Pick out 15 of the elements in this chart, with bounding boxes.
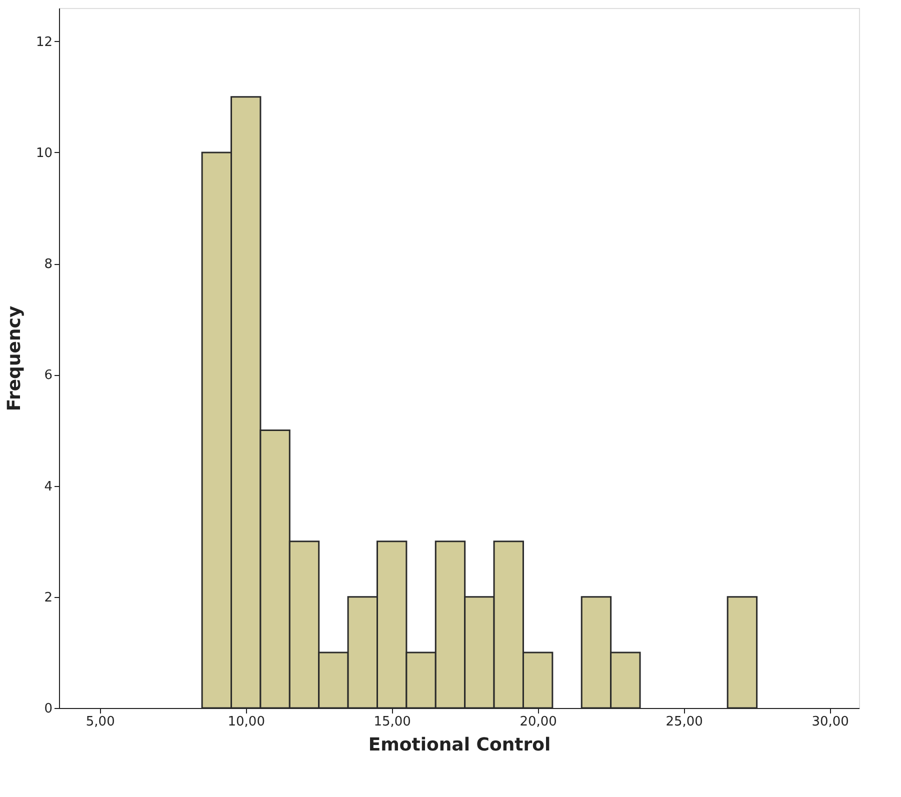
x-tick-label: 30,00 [812, 714, 849, 730]
y-tick-label: 12 [36, 34, 52, 50]
y-tick-label: 8 [44, 257, 52, 272]
y-tick-label: 0 [44, 702, 52, 716]
y-tick-label: 10 [36, 146, 52, 161]
x-tick-label: 25,00 [666, 714, 703, 730]
x-tick-label: 10,00 [228, 714, 265, 730]
y-axis-title: Frequency [4, 306, 25, 412]
x-axis-title: Emotional Control [368, 734, 551, 756]
x-tick-label: 15,00 [374, 714, 411, 730]
y-tick-label: 4 [44, 479, 52, 494]
y-tick-label: 6 [44, 368, 52, 384]
x-tick-label: 20,00 [520, 714, 557, 730]
y-tick-label: 2 [44, 590, 52, 606]
x-tick-label: 5,00 [86, 714, 115, 730]
